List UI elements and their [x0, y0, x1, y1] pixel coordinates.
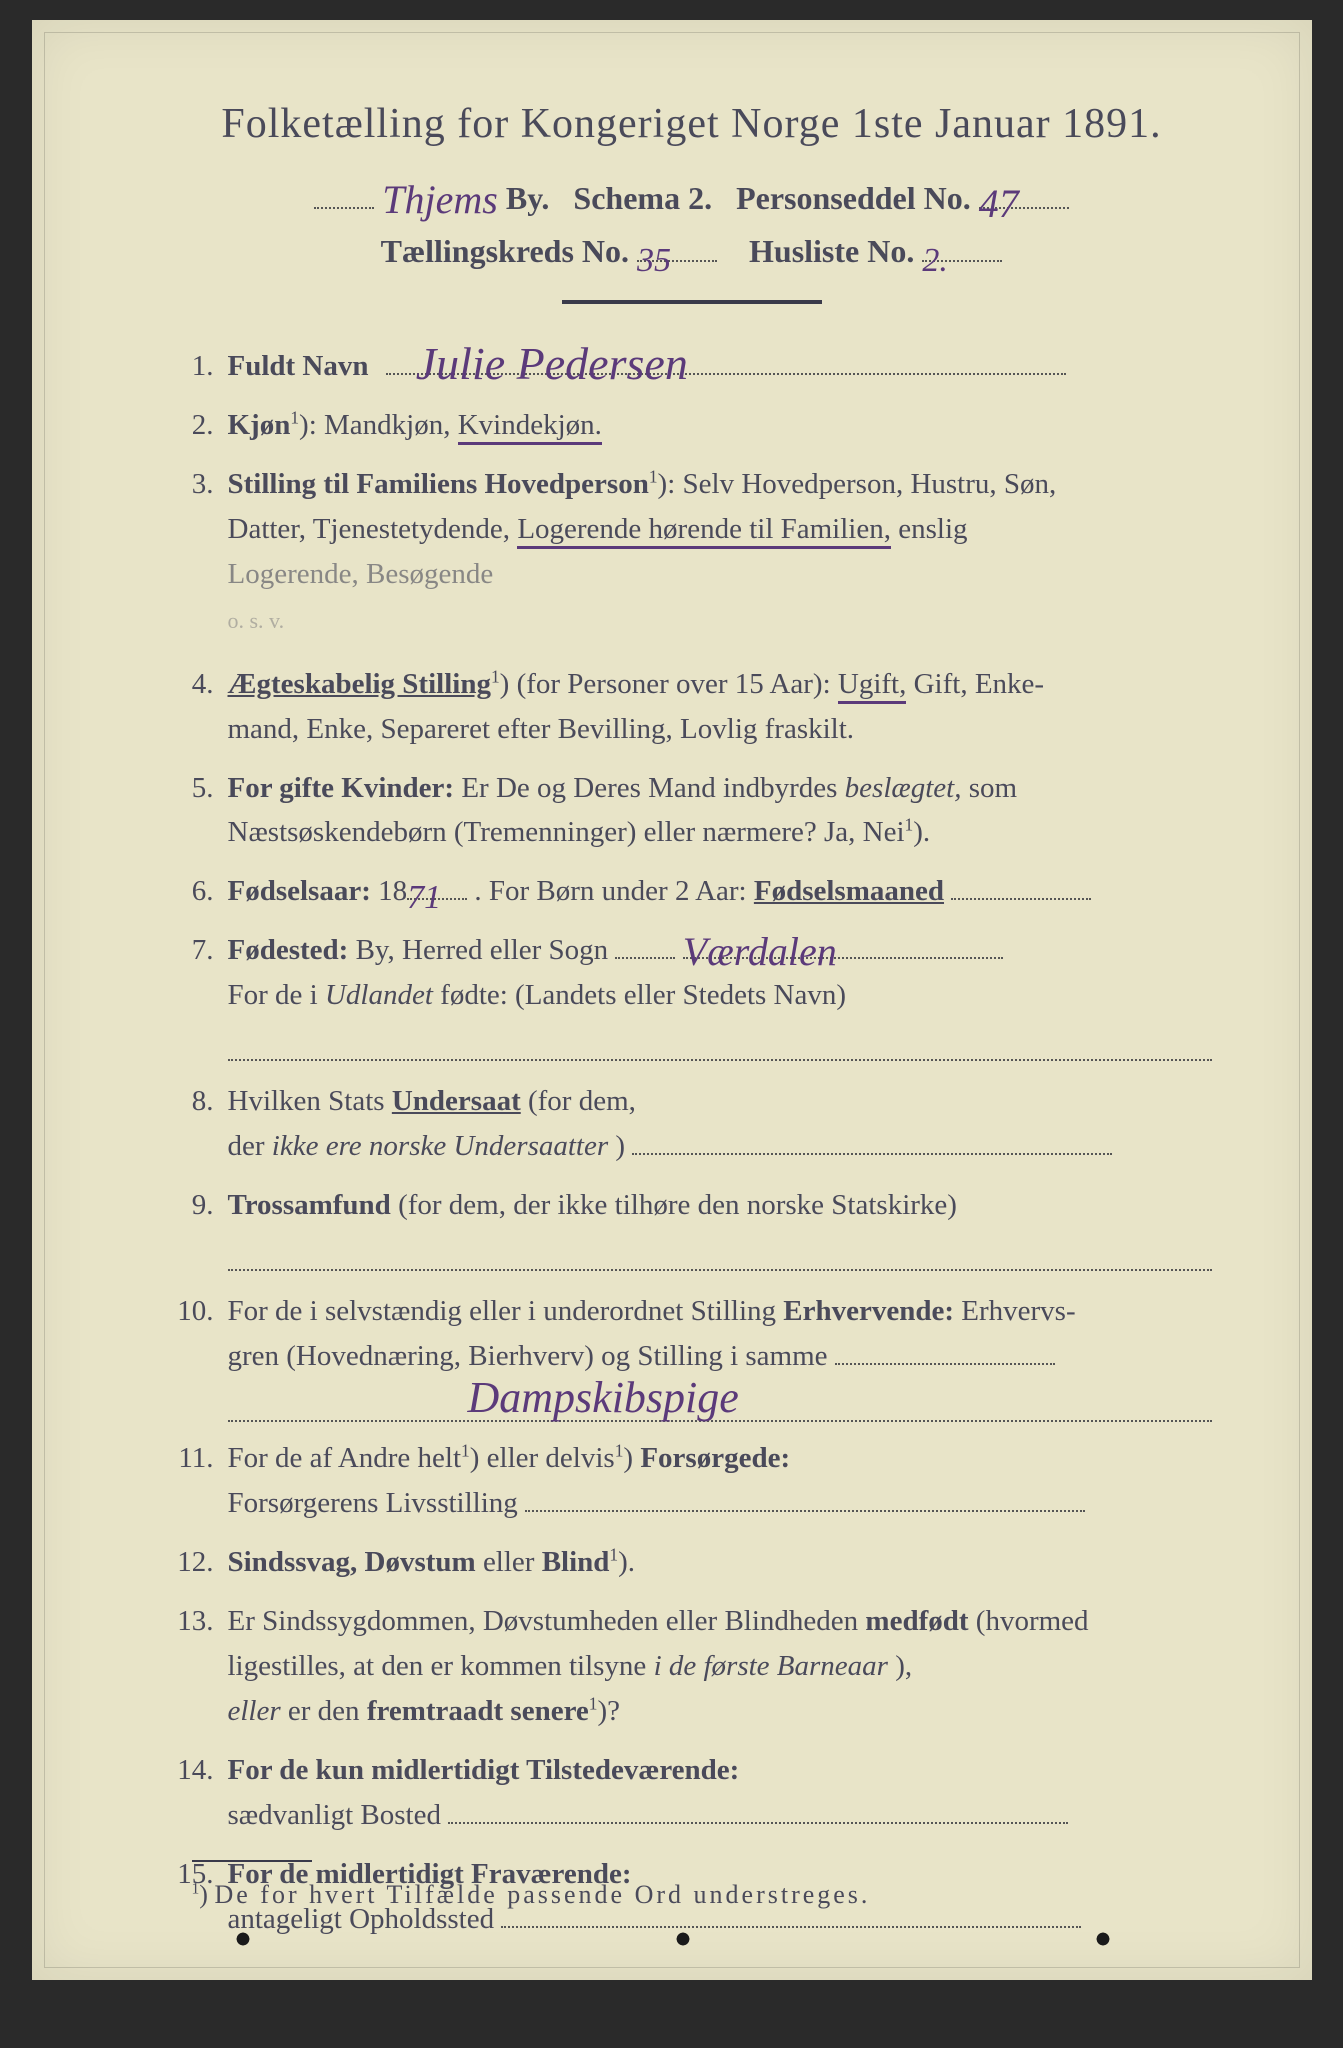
- q6: 6. Fødselsaar: 18 71 . For Børn under 2 …: [172, 869, 1212, 914]
- schema-label: Schema 2.: [573, 180, 712, 216]
- q7: 7. Fødested: By, Herred eller Sogn Værda…: [172, 928, 1212, 1061]
- q2-label: Kjøn: [228, 409, 291, 441]
- husliste-label: Husliste No.: [749, 233, 914, 269]
- personseddel-label: Personseddel No.: [736, 180, 971, 216]
- census-form-page: Folketælling for Kongeriget Norge 1ste J…: [32, 20, 1312, 1980]
- kreds-no: 35: [637, 242, 671, 280]
- divider: [562, 300, 822, 304]
- q3-underlined: Logerende hørende til Familien,: [517, 513, 891, 549]
- city-handwritten: Thjems: [382, 176, 498, 223]
- sub-line-2: Tællingskreds No. 35 Husliste No. 2.: [172, 233, 1212, 270]
- q14: 14. For de kun midlertidigt Tilstedevære…: [172, 1748, 1212, 1838]
- q8: 8. Hvilken Stats Undersaat (for dem, der…: [172, 1079, 1212, 1169]
- q10-occupation: Dampskibspige: [468, 1364, 739, 1432]
- q4-label: Ægteskabelig Stilling: [228, 668, 491, 700]
- sub-line-1: Thjems By. Schema 2. Personseddel No. 47: [172, 172, 1212, 219]
- q4: 4. Ægteskabelig Stilling1) (for Personer…: [172, 662, 1212, 752]
- q13: 13. Er Sindssygdommen, Døvstumheden elle…: [172, 1599, 1212, 1734]
- q1-label: Fuldt Navn: [228, 350, 369, 382]
- q5: 5. For gifte Kvinder: Er De og Deres Man…: [172, 766, 1212, 856]
- punch-hole-icon: [1092, 1928, 1114, 1950]
- question-list: 1. Fuldt Navn Julie Pedersen 2. Kjøn1): …: [172, 344, 1212, 1942]
- main-title: Folketælling for Kongeriget Norge 1ste J…: [172, 100, 1212, 148]
- q11: 11. For de af Andre helt1) eller delvis1…: [172, 1436, 1212, 1526]
- q7-place: Værdalen: [683, 921, 837, 983]
- punch-hole-icon: [232, 1928, 254, 1950]
- q3-label: Stilling til Familiens Hovedperson: [228, 468, 649, 500]
- footnote: 1) De for hvert Tilfælde passende Ord un…: [192, 1860, 1192, 1910]
- q10: 10. For de i selvstændig eller i underor…: [172, 1289, 1212, 1423]
- punch-hole-icon: [672, 1928, 694, 1950]
- q12: 12. Sindssvag, Døvstum eller Blind1).: [172, 1540, 1212, 1585]
- q9: 9. Trossamfund (for dem, der ikke tilhør…: [172, 1183, 1212, 1271]
- husliste-no: 2.: [922, 242, 948, 280]
- q1: 1. Fuldt Navn Julie Pedersen: [172, 344, 1212, 389]
- q2-opt-male: Mandkjøn,: [324, 409, 458, 441]
- personseddel-no: 47: [979, 180, 1019, 227]
- q1-name-hand: Julie Pedersen: [416, 328, 688, 399]
- q6-year: 71: [407, 872, 441, 925]
- q4-ugift: Ugift,: [838, 668, 906, 704]
- q2-opt-female: Kvindekjøn.: [458, 409, 602, 445]
- by-label: By.: [506, 180, 550, 216]
- kreds-label: Tællingskreds No.: [381, 233, 629, 269]
- q2: 2. Kjøn1): Mandkjøn, Kvindekjøn.: [172, 403, 1212, 448]
- q3: 3. Stilling til Familiens Hovedperson1):…: [172, 462, 1212, 642]
